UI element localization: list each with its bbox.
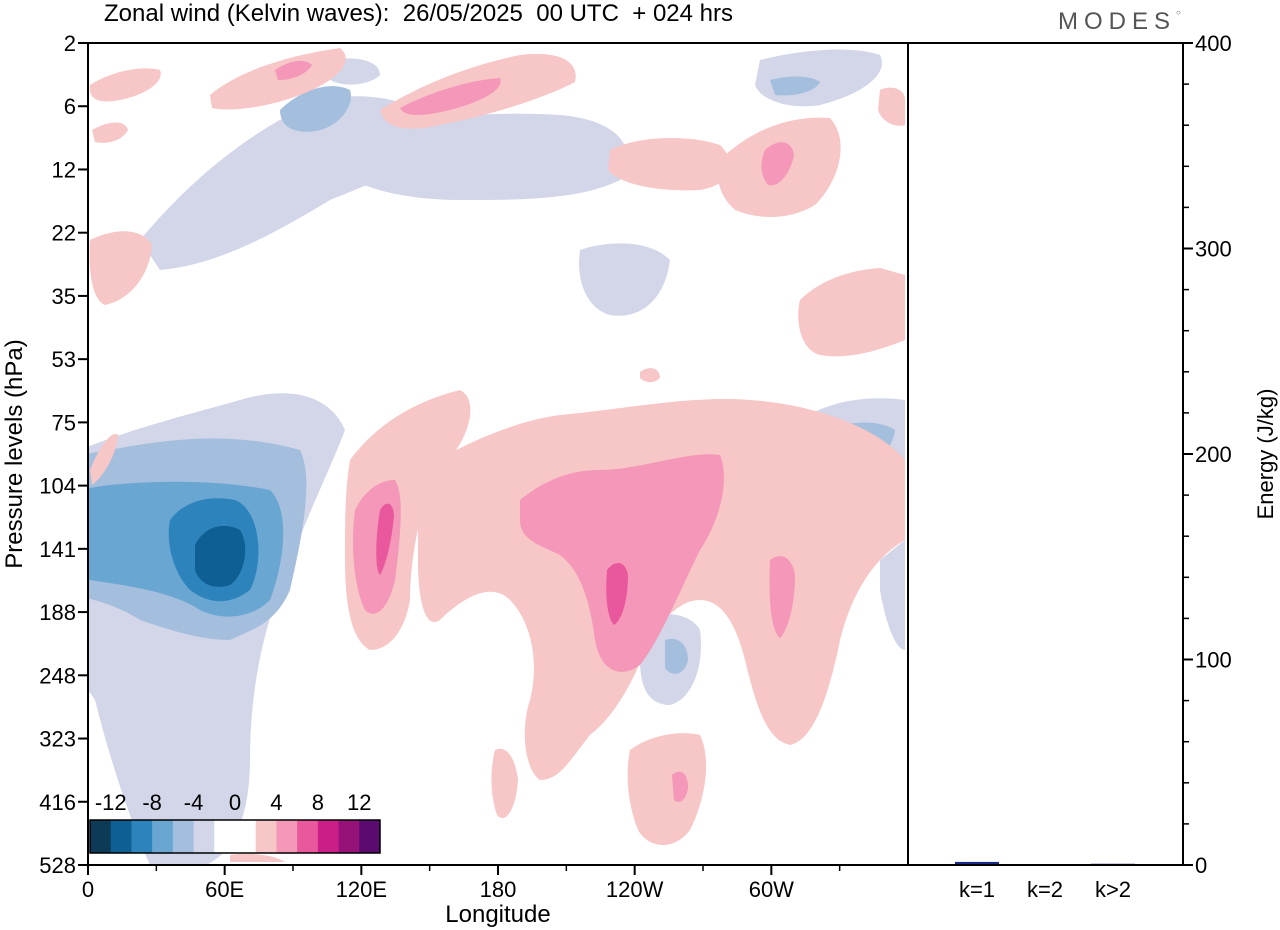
- contour-region: [665, 638, 688, 674]
- longitude-tick-label: 180: [480, 877, 517, 902]
- energy-tick-label: 300: [1195, 237, 1232, 262]
- longitude-tick-label: 60W: [749, 877, 794, 902]
- contour-region: [89, 68, 161, 102]
- pressure-tick-label: 416: [39, 790, 76, 815]
- pressure-tick-label: 248: [39, 663, 76, 688]
- pressure-tick-label: 104: [39, 474, 76, 499]
- colorbar-swatch: [317, 820, 340, 853]
- contour-region: [640, 368, 660, 383]
- longitude-tick-label: 60E: [205, 877, 244, 902]
- pressure-tick-label: 2: [64, 31, 76, 56]
- contour-region: [769, 556, 795, 638]
- chart-title: Zonal wind (Kelvin waves): 26/05/2025 00…: [104, 0, 733, 27]
- colorbar-legend: -12 -8 -4 0 4 8 12: [89, 790, 381, 854]
- energy-axis-label: Energy (J/kg): [1253, 389, 1278, 520]
- contour-region: [491, 748, 518, 819]
- colorbar-swatch: [172, 820, 195, 853]
- bar-category-label: k=2: [1027, 877, 1063, 902]
- y-axis-label: Pressure levels (hPa): [1, 339, 28, 568]
- contour-region: [672, 771, 688, 802]
- pressure-tick-label: 323: [39, 727, 76, 752]
- colorbar-swatch: [276, 820, 298, 853]
- longitude-tick-label: 120W: [606, 877, 664, 902]
- bar-category-label: k=1: [959, 877, 995, 902]
- contour-region: [798, 268, 905, 357]
- longitude-tick-label: 0: [82, 877, 94, 902]
- modes-logo: MODES○: [1058, 8, 1181, 35]
- colorbar-swatch: [214, 820, 236, 853]
- colorbar-label: 4: [270, 790, 282, 815]
- bar-category-label: k>2: [1095, 877, 1131, 902]
- colorbar-swatch: [297, 820, 319, 853]
- colorbar-swatch: [255, 820, 277, 853]
- contour-region: [92, 122, 128, 143]
- energy-tick-label: 200: [1195, 442, 1232, 467]
- colorbar-swatch: [90, 820, 112, 853]
- contour-region: [894, 469, 905, 540]
- colorbar-label: 8: [312, 790, 324, 815]
- contour-region: [755, 49, 882, 107]
- contour-region: [606, 563, 628, 625]
- pressure-tick-label: 75: [52, 410, 76, 435]
- contour-region: [878, 87, 905, 126]
- colorbar-swatch: [235, 820, 257, 853]
- contour-region: [230, 853, 285, 862]
- contour-region: [90, 434, 118, 485]
- pressure-tick-label: 35: [52, 284, 76, 309]
- colorbar-swatch: [193, 820, 215, 853]
- colorbar-swatch: [152, 820, 174, 853]
- energy-tick-label: 400: [1195, 31, 1232, 56]
- longitude-axis: 0 60E 120E 180 120W 60W: [82, 865, 841, 902]
- pressure-tick-label: 188: [39, 600, 76, 625]
- contour-region: [761, 142, 794, 186]
- contour-region: [627, 733, 707, 845]
- pressure-tick-label: 12: [52, 157, 76, 182]
- contour-region: [340, 113, 628, 200]
- colorbar-swatch: [131, 820, 153, 853]
- energy-axis: 0 100 200 300 400: [1183, 31, 1232, 878]
- contour-region: [608, 138, 731, 191]
- colorbar-label: 12: [347, 790, 371, 815]
- contour-region: [579, 243, 670, 316]
- pressure-tick-label: 53: [52, 347, 76, 372]
- contour-region: [400, 78, 501, 115]
- pressure-tick-label: 6: [64, 94, 76, 119]
- contour-region: [520, 454, 724, 672]
- pressure-tick-label: 22: [52, 221, 76, 246]
- energy-tick-label: 100: [1195, 648, 1232, 673]
- energy-plot-frame: [907, 42, 1184, 866]
- longitude-tick-label: 120E: [336, 877, 387, 902]
- contour-region: [195, 525, 246, 587]
- energy-tick-label: 0: [1195, 853, 1207, 878]
- colorbar-label: 0: [229, 790, 241, 815]
- contour-region: [880, 540, 905, 650]
- colorbar-swatch: [110, 820, 132, 853]
- pressure-tick-label: 141: [39, 537, 76, 562]
- colorbar-frame: [89, 819, 381, 854]
- contour-region: [280, 86, 351, 132]
- colorbar-swatch: [338, 820, 360, 853]
- energy-bars: k=1 k=2 k>2: [955, 861, 1135, 902]
- wind-contour-field: [88, 48, 905, 865]
- colorbar-label: -4: [184, 790, 204, 815]
- colorbar-label: -12: [95, 790, 127, 815]
- pressure-axis: 2 6 12 22 35 53 75 104 141 188 248 323 416 528: [39, 31, 88, 878]
- x-axis-label: Longitude: [445, 901, 550, 928]
- pressure-tick-label: 528: [39, 853, 76, 878]
- contour-region: [770, 76, 820, 96]
- colorbar-swatch: [359, 820, 381, 853]
- energy-bar: [955, 861, 999, 865]
- brand-text: MODES: [1058, 8, 1177, 35]
- contour-region: [376, 503, 394, 575]
- colorbar-label: -8: [142, 790, 162, 815]
- contour-region: [89, 231, 152, 305]
- contour-region: [275, 60, 312, 80]
